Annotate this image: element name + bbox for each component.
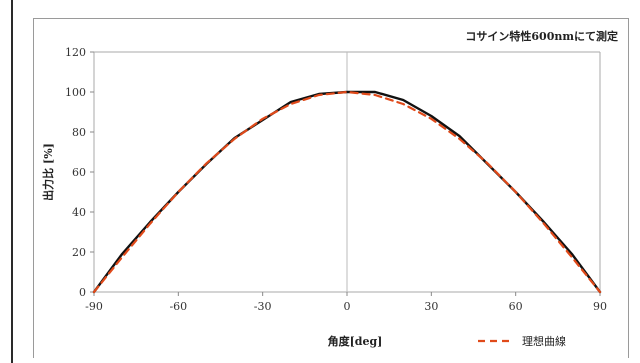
x-tick-label: -90	[85, 300, 103, 313]
y-tick-label: 20	[72, 246, 86, 259]
x-tick-labels: -90 -60 -30 0 30 60 90	[85, 292, 607, 313]
chart-title: コサイン特性600nmにて測定	[465, 29, 618, 43]
chart-area	[33, 18, 629, 358]
x-tick-label: 60	[509, 300, 523, 313]
y-tick-label: 100	[65, 86, 86, 99]
x-tick-label: -30	[254, 300, 272, 313]
x-tick-label: 0	[344, 300, 351, 313]
x-tick-label: 90	[593, 300, 607, 313]
y-axis-label: 出力比 [%]	[41, 143, 55, 201]
y-tick-label: 40	[72, 206, 86, 219]
series-line-ideal-curve	[92, 90, 602, 294]
legend-label-ideal-curve: 理想曲線	[522, 334, 566, 348]
series-layer	[92, 90, 602, 294]
x-tick-label: -60	[169, 300, 187, 313]
y-tick-labels: 0 20 40 60 80 100 120	[65, 46, 94, 299]
y-tick-label: 120	[65, 46, 86, 59]
left-divider	[11, 0, 13, 363]
y-tick-label: 60	[72, 166, 86, 179]
y-tick-label: 80	[72, 126, 86, 139]
y-tick-label: 0	[79, 286, 86, 299]
x-axis-label: 角度[deg]	[328, 334, 383, 348]
x-tick-label: 30	[424, 300, 438, 313]
